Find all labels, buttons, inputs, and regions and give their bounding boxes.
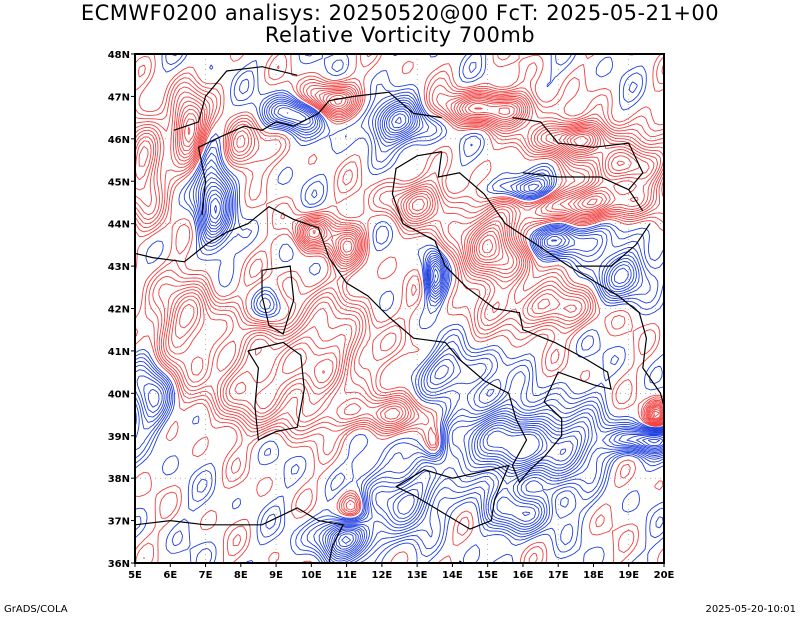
lat-label: 47N — [108, 92, 130, 103]
lon-label: 10E — [301, 570, 322, 581]
lon-label: 13E — [407, 570, 428, 581]
lon-label: 9E — [269, 570, 283, 581]
positive-vorticity-contour — [135, 54, 664, 563]
map-gridlines — [135, 54, 664, 563]
lon-label: 16E — [513, 570, 534, 581]
vorticity-contours — [135, 54, 664, 563]
positive-vorticity-contour — [138, 94, 662, 419]
lat-label: 46N — [108, 135, 130, 146]
lat-label: 39N — [108, 432, 130, 443]
positive-vorticity-contour — [135, 54, 664, 563]
lon-label: 5E — [128, 570, 142, 581]
lat-label: 37N — [108, 517, 130, 528]
lon-label: 20E — [654, 570, 675, 581]
lon-label: 15E — [477, 570, 498, 581]
footer-credit: GrADS/COLA — [4, 604, 68, 615]
lon-label: 17E — [548, 570, 569, 581]
coastline-path — [173, 66, 298, 131]
negative-vorticity-contour — [135, 94, 664, 563]
lat-label: 44N — [108, 220, 130, 231]
positive-vorticity-contour — [187, 103, 632, 374]
title-line-2: Relative Vorticity 700mb — [264, 23, 536, 47]
lon-label: 8E — [234, 570, 248, 581]
positive-vorticity-contour — [135, 88, 664, 427]
negative-vorticity-contour — [214, 205, 661, 548]
negative-vorticity-contour — [486, 430, 540, 460]
lon-label: 12E — [371, 570, 392, 581]
coastline-path — [522, 172, 629, 191]
lon-label: 19E — [618, 570, 639, 581]
title-line-1: ECMWF0200 analisys: 20250520@00 FcT: 202… — [80, 1, 720, 25]
coastlines — [135, 66, 664, 563]
positive-vorticity-contour — [135, 87, 664, 505]
coastline-path — [135, 507, 344, 563]
negative-vorticity-contour — [135, 97, 664, 563]
lon-label: 6E — [163, 570, 177, 581]
latitude-labels: 48N 47N 46N 45N 44N 43N 42N 41N 40N 39N 38N 37N 36N — [108, 50, 135, 570]
lat-label: 48N — [108, 50, 130, 61]
lat-label: 38N — [108, 474, 130, 485]
negative-vorticity-contour — [135, 54, 664, 563]
footer-timestamp: 2025-05-20-10:01 — [705, 604, 796, 615]
negative-vorticity-contour — [135, 54, 664, 563]
negative-vorticity-contour — [143, 104, 664, 560]
coastline-path — [261, 265, 295, 335]
positive-vorticity-contour — [135, 91, 664, 423]
positive-vorticity-contour — [184, 97, 661, 418]
coastline-path — [512, 117, 644, 212]
coastline-path — [575, 223, 651, 267]
lat-label: 40N — [108, 389, 130, 400]
lat-label: 41N — [108, 347, 130, 358]
negative-vorticity-contour — [204, 108, 664, 556]
coastline-path — [247, 341, 305, 441]
negative-vorticity-contour — [209, 116, 664, 550]
lat-label: 36N — [108, 559, 130, 570]
lat-label: 45N — [108, 177, 130, 188]
lon-label: 14E — [442, 570, 463, 581]
coastline-path — [197, 91, 442, 216]
lon-label: 7E — [199, 570, 213, 581]
lat-label: 42N — [108, 305, 130, 316]
positive-vorticity-contour — [481, 135, 589, 254]
negative-vorticity-contour — [136, 101, 664, 562]
coastline-path — [226, 151, 612, 484]
lat-label: 43N — [108, 262, 130, 273]
positive-vorticity-contour — [135, 89, 664, 425]
chart-title: ECMWF0200 analisys: 20250520@00 FcT: 202… — [0, 2, 800, 46]
lon-label: 11E — [336, 570, 357, 581]
positive-vorticity-contour — [135, 93, 663, 420]
coastline-path — [437, 151, 664, 407]
coastline-path — [135, 231, 228, 263]
negative-vorticity-contour — [208, 113, 664, 552]
coastline-path — [395, 464, 510, 530]
positive-vorticity-contour — [135, 84, 664, 511]
lon-label: 18E — [583, 570, 604, 581]
longitude-labels: 5E 6E 7E 8E 9E 10E 11E 12E 13E 14E 15E 16E 17E 18E 19E… — [128, 563, 675, 581]
positive-vorticity-contour — [135, 81, 664, 513]
negative-vorticity-contour — [147, 106, 664, 558]
negative-vorticity-contour — [135, 54, 664, 563]
positive-vorticity-contour — [474, 107, 625, 261]
